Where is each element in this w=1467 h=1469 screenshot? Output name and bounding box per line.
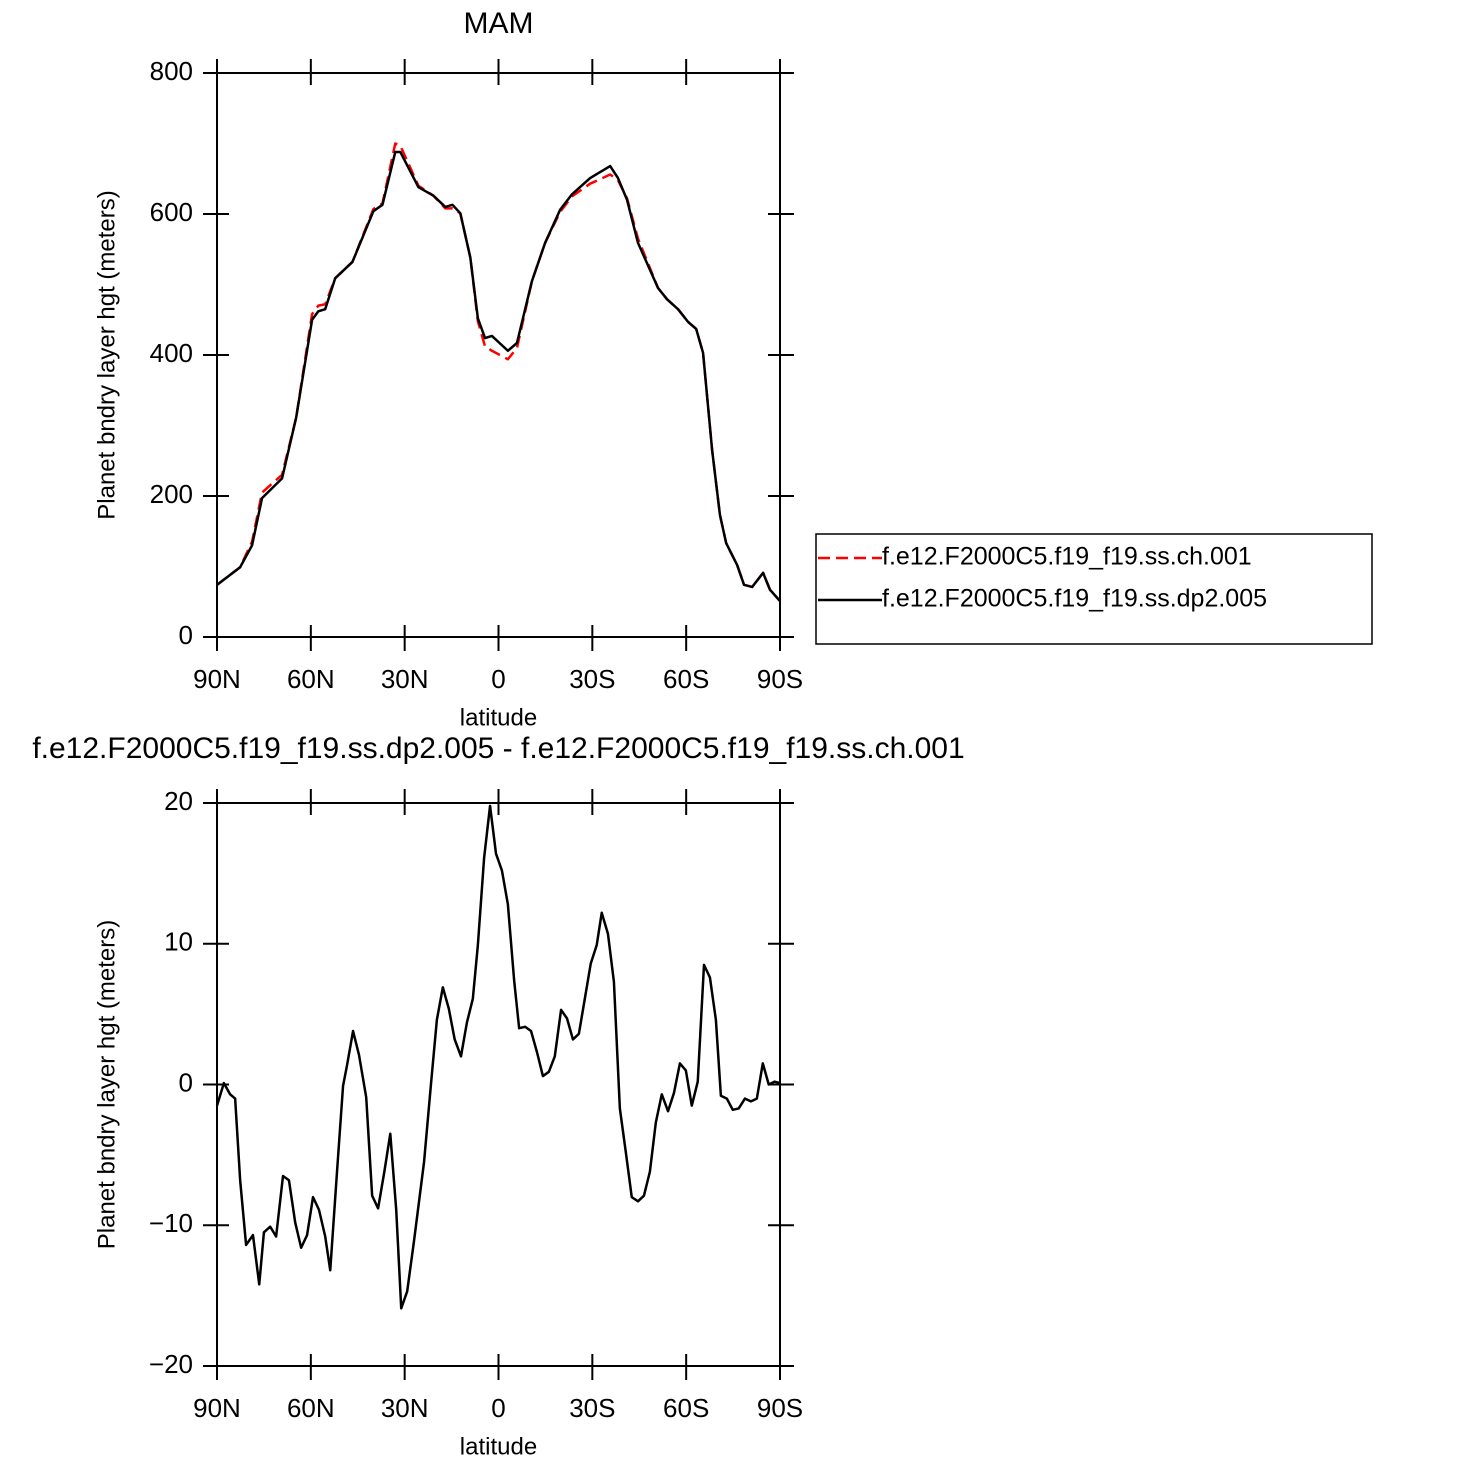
y-tick-label: 20 xyxy=(164,786,193,816)
data-line xyxy=(215,804,781,1310)
x-tick-label: 30N xyxy=(381,664,429,694)
x-tick-label: 90S xyxy=(757,664,803,694)
x-tick-label: 90N xyxy=(193,664,241,694)
y-tick-label: 0 xyxy=(179,1067,193,1097)
y-tick-label: 200 xyxy=(150,479,193,509)
x-axis-title: latitude xyxy=(460,704,537,731)
y-tick-label: 600 xyxy=(150,197,193,227)
x-tick-label: 60N xyxy=(287,664,335,694)
x-tick-label: 30N xyxy=(381,1393,429,1423)
x-tick-label: 30S xyxy=(569,664,615,694)
y-tick-label: 800 xyxy=(150,56,193,86)
data-line xyxy=(216,142,781,602)
x-tick-label: 60S xyxy=(663,664,709,694)
x-tick-label: 90S xyxy=(757,1393,803,1423)
legend-box xyxy=(815,533,1373,645)
chart-title: f.e12.F2000C5.f19_f19.ss.dp2.005 - f.e12… xyxy=(32,732,964,765)
legend-label: f.e12.F2000C5.f19_f19.ss.ch.001 xyxy=(882,543,1252,571)
y-tick-label: −20 xyxy=(149,1349,193,1379)
y-axis-title: Planet bndry layer hgt (meters) xyxy=(93,190,120,519)
y-tick-label: 400 xyxy=(150,338,193,368)
chart-title: MAM xyxy=(464,7,534,40)
y-axis-title: Planet bndry layer hgt (meters) xyxy=(93,920,120,1249)
data-line xyxy=(216,150,781,602)
y-tick-label: 10 xyxy=(164,927,193,957)
x-axis-title: latitude xyxy=(460,1433,537,1460)
x-tick-label: 30S xyxy=(569,1393,615,1423)
x-tick-label: 60N xyxy=(287,1393,335,1423)
legend-label: f.e12.F2000C5.f19_f19.ss.dp2.005 xyxy=(882,585,1267,613)
x-tick-label: 0 xyxy=(491,664,505,694)
x-tick-label: 60S xyxy=(663,1393,709,1423)
x-tick-label: 0 xyxy=(491,1393,505,1423)
plot-frame xyxy=(216,802,781,1367)
y-tick-label: −10 xyxy=(149,1208,193,1238)
x-tick-label: 90N xyxy=(193,1393,241,1423)
plot-frame xyxy=(216,72,781,638)
y-tick-label: 0 xyxy=(179,620,193,650)
